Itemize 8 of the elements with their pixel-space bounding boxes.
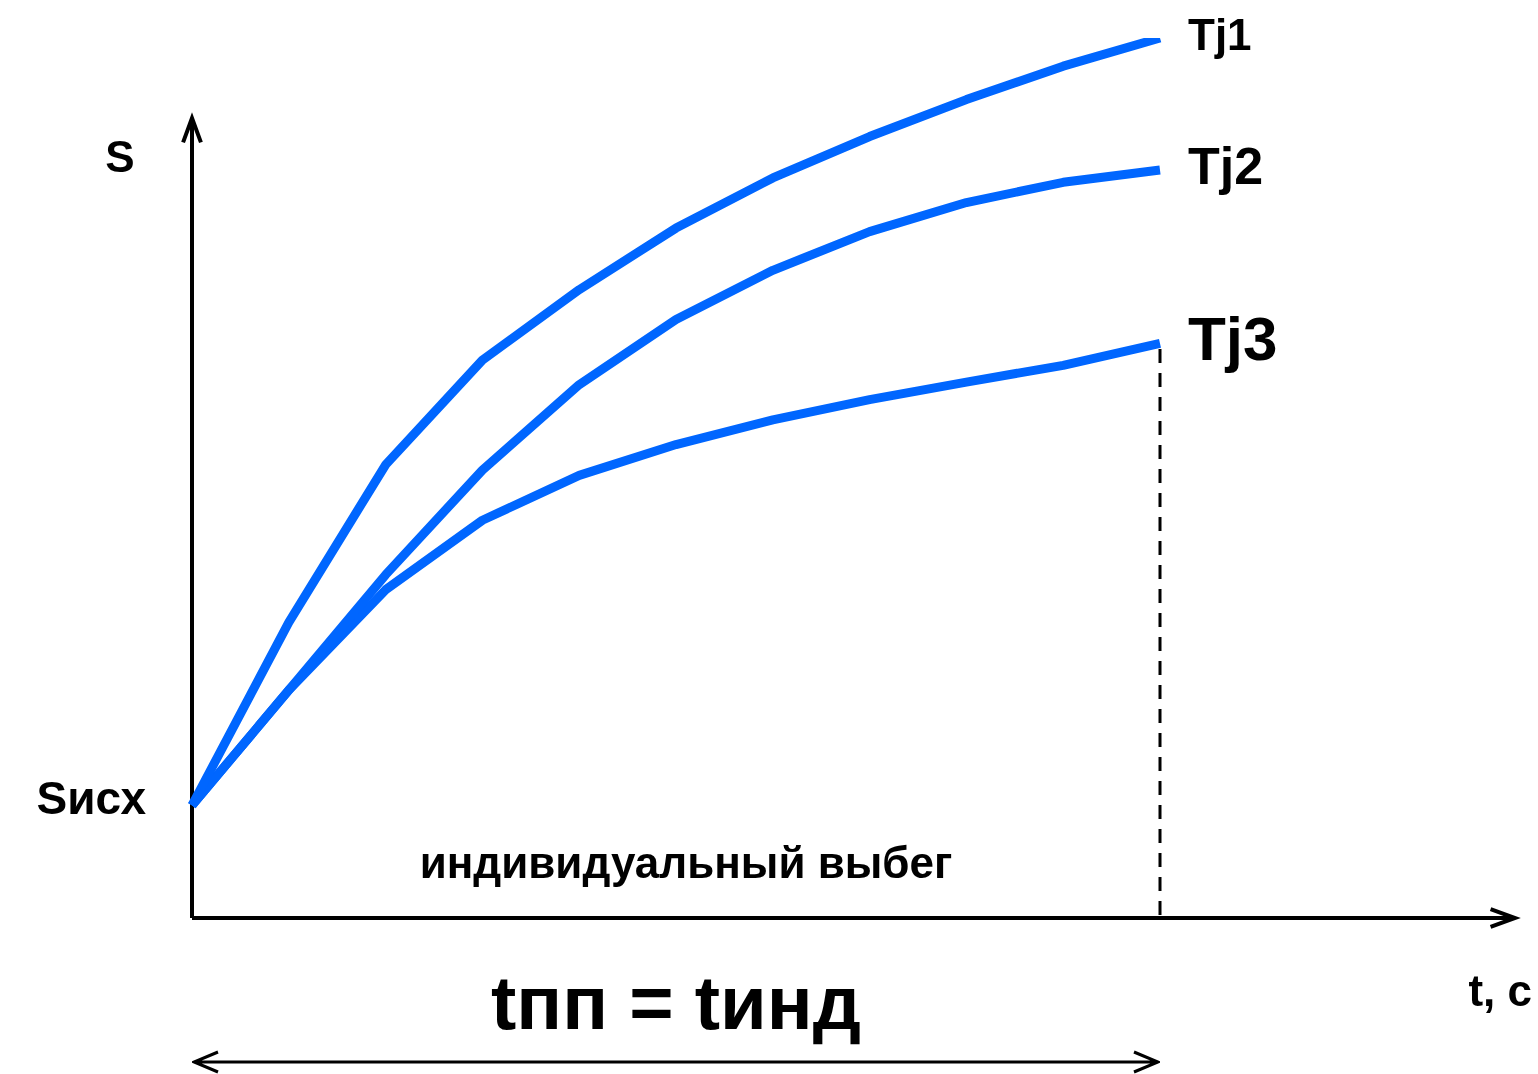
y-axis-title: S — [105, 132, 135, 182]
series-label: Tj1 — [1188, 10, 1252, 60]
annotation: Sисх — [36, 772, 147, 825]
text: t, с — [1468, 966, 1532, 1016]
text: tпп = tинд — [491, 959, 861, 1045]
annotation: индивидуальный выбег — [419, 838, 953, 888]
series-label: Tj2 — [1188, 137, 1264, 196]
series-label: Tj3 — [1188, 304, 1278, 374]
